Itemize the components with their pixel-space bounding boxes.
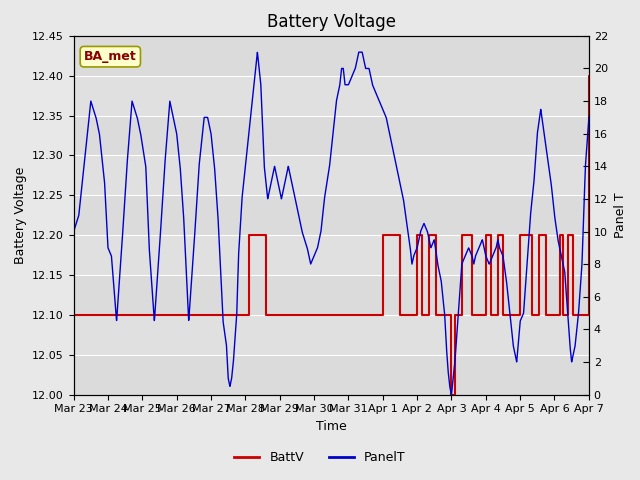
Bar — [74, 195, 589, 235]
Bar — [74, 275, 589, 315]
Bar — [74, 36, 589, 76]
X-axis label: Time: Time — [316, 420, 347, 433]
Bar — [74, 355, 589, 395]
Y-axis label: Battery Voltage: Battery Voltage — [13, 167, 26, 264]
Y-axis label: Panel T: Panel T — [614, 192, 627, 238]
Legend: BattV, PanelT: BattV, PanelT — [229, 446, 411, 469]
Title: Battery Voltage: Battery Voltage — [267, 13, 396, 32]
Bar — [74, 116, 589, 156]
Text: BA_met: BA_met — [84, 50, 137, 63]
